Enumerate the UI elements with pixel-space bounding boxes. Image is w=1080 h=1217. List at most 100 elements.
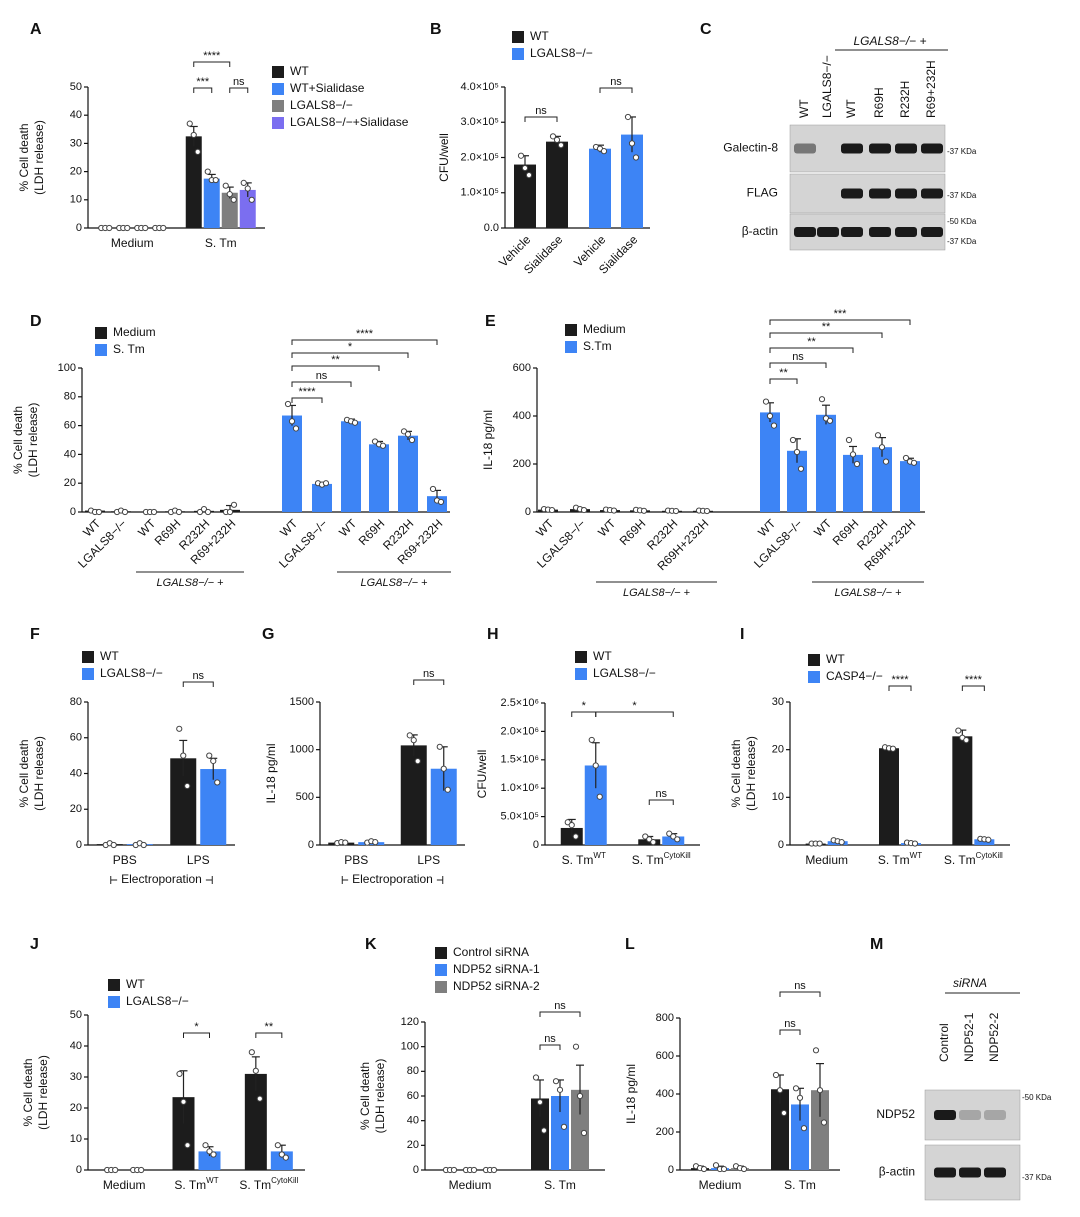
significance-label: ** (265, 1021, 274, 1033)
significance-bracket (595, 711, 674, 717)
y-axis-label: CFU/well (437, 133, 451, 182)
legend-swatch (435, 964, 447, 976)
data-point (646, 836, 653, 843)
significance-label: ** (822, 321, 831, 333)
y-tick-label: 200 (656, 1126, 674, 1138)
data-point (256, 1095, 263, 1102)
legend-swatch (512, 48, 524, 60)
data-point (772, 1071, 780, 1079)
panel-letter: K (365, 936, 377, 953)
significance-bracket (193, 61, 231, 67)
x-tick-label: S. Tm (784, 1178, 816, 1192)
x-tick-text: PBS (344, 853, 368, 867)
bar (203, 178, 220, 228)
y-tick-label: 1.0×10⁶ (501, 782, 539, 794)
data-point (596, 793, 603, 800)
size-marker: -37 KDa (947, 237, 977, 246)
lane-label: NDP52-1 (962, 1012, 976, 1062)
significance-label: ** (779, 367, 788, 379)
group-label: Electroporation (352, 872, 433, 886)
x-tick-label: S. TmCytoKill (239, 1176, 298, 1192)
group-label: LGALS8−/− + (835, 587, 903, 599)
y-tick-label: 30 (772, 696, 784, 708)
data-point (121, 508, 129, 516)
data-point (568, 822, 575, 829)
group-label: LGALS8−/− + (157, 577, 225, 589)
y-tick-label: 20 (70, 803, 82, 815)
data-point (140, 841, 147, 849)
x-tick-text: Medium (805, 853, 848, 867)
y-axis-label: % Cell death (729, 739, 743, 807)
y-tick-label: 0 (76, 222, 82, 234)
data-point (240, 179, 247, 186)
significance-bracket (291, 339, 438, 345)
x-tick-label: Medium (449, 1178, 492, 1192)
significance-label: **** (965, 674, 983, 686)
data-point (371, 438, 379, 445)
data-point (248, 1049, 255, 1056)
x-tick-label: WT (277, 516, 301, 540)
data-point (610, 507, 618, 514)
legend-swatch (95, 327, 107, 339)
blot-band (869, 188, 891, 199)
y-tick-label: 0.0 (484, 222, 499, 234)
bar (200, 769, 227, 845)
data-point (210, 757, 217, 765)
y-tick-label: 60 (70, 732, 82, 744)
data-point (963, 737, 970, 744)
x-tick-text: S. Tm (878, 853, 910, 867)
data-point (470, 1166, 478, 1174)
size-marker: -50 KDa (1022, 1093, 1052, 1102)
data-point (248, 196, 255, 203)
legend-label: WT (593, 649, 612, 663)
bar (546, 141, 568, 228)
panel-letter: E (485, 313, 496, 330)
data-point (186, 120, 193, 127)
significance-label: ns (544, 1033, 556, 1045)
data-point (379, 442, 387, 449)
data-point (902, 454, 910, 462)
legend-label: S.Tm (583, 339, 612, 353)
data-point (536, 1099, 544, 1106)
blot-band (841, 227, 863, 237)
bar (571, 1089, 589, 1170)
blot-band (934, 1167, 956, 1178)
data-point (222, 182, 229, 189)
legend-label: LGALS8−/− (530, 46, 593, 60)
bar (369, 444, 389, 512)
y-tick-label: 1.5×10⁶ (501, 754, 539, 766)
significance-bracket (183, 1032, 210, 1038)
legend-swatch (512, 31, 524, 43)
data-point (845, 436, 853, 444)
bar (400, 745, 427, 845)
data-point (564, 819, 571, 826)
blot-band (895, 188, 917, 199)
data-point (196, 508, 204, 516)
blot-panel (789, 173, 946, 214)
legend-swatch (108, 996, 120, 1008)
data-point (160, 224, 167, 232)
blot-header: LGALS8−/− + (853, 34, 926, 48)
lane-label: R69+232H (924, 60, 938, 118)
y-tick-label: 80 (64, 391, 76, 403)
y-tick-label: 20 (772, 744, 784, 756)
data-point (552, 1078, 560, 1085)
legend-label: WT (530, 29, 549, 43)
data-point (580, 506, 588, 514)
x-tick-label: Medium (111, 236, 154, 250)
data-point (882, 458, 890, 465)
y-tick-label: 20 (70, 166, 82, 178)
y-tick-label: 40 (64, 448, 76, 460)
group-label: LGALS8−/− + (361, 577, 429, 589)
data-point (252, 1067, 259, 1074)
x-tick-label: S. Tm (544, 1178, 576, 1192)
data-point (292, 425, 300, 432)
data-point (429, 485, 437, 493)
data-point (210, 1151, 217, 1158)
size-marker: -37 KDa (947, 147, 977, 156)
bar (662, 836, 685, 845)
y-tick-label: 40 (407, 1115, 419, 1127)
data-point (576, 1092, 584, 1100)
data-point (124, 224, 131, 232)
x-tick-text: S. Tm (944, 853, 976, 867)
